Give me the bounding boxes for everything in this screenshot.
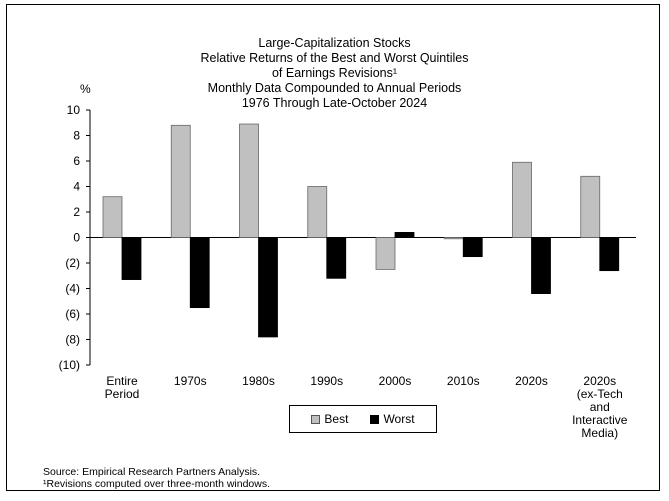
x-category-label: 1970s [174,374,207,388]
bar-worst [462,237,483,258]
x-category-label: 1980s [242,374,275,388]
y-tick-label: 4 [73,180,80,194]
bar-best [375,237,396,270]
bar-best [239,123,259,238]
legend: Best Worst [289,405,437,433]
bar-worst [326,237,347,279]
y-tick-label: 2 [73,205,80,219]
y-tick-label: 0 [73,231,80,245]
bar-worst [394,231,415,238]
x-category-label: 2020s [515,374,548,388]
legend-label-best: Best [324,412,349,426]
bar-best [307,186,328,238]
bar-best [443,237,464,240]
y-tick-label: 6 [73,154,80,168]
x-category-label: Media) [581,426,618,440]
bar-best [512,161,532,238]
footnote-revisions: ¹Revisions computed over three-month win… [43,478,271,490]
bar-worst [258,237,278,338]
title-line-2: Relative Returns of the Best and Worst Q… [200,51,469,65]
x-category-label: 1990s [310,374,343,388]
title-line-3: of Earnings Revisions¹ [271,66,398,80]
y-tick-label: (4) [65,282,80,296]
x-category-label: Entire [106,374,138,388]
x-category-label: Period [105,387,140,401]
y-tick-label: (6) [65,307,80,321]
y-tick-label: 10 [67,103,81,117]
bar-worst [189,237,210,309]
y-tick-label: (10) [59,358,80,372]
bar-best [102,196,123,238]
legend-swatch-worst [370,414,380,424]
x-category-label: 2000s [379,374,412,388]
legend-label-worst: Worst [383,412,415,426]
legend-swatch-best [311,414,321,424]
bar-best [580,175,601,238]
title-line-1: Large-Capitalization Stocks [258,36,411,50]
bar-best [170,124,191,238]
title-line-5: 1976 Through Late-October 2024 [241,96,428,110]
bar-worst [121,237,142,280]
chart-frame [6,4,660,491]
y-axis-unit-label: % [80,82,91,96]
x-category-label: Interactive [572,413,628,427]
y-tick-label: 8 [73,129,80,143]
x-category-label: 2020s [583,374,616,388]
title-line-4: Monthly Data Compounded to Annual Period… [207,81,462,95]
legend-entry-worst: Worst [370,412,415,426]
x-category-label: (ex-Tech [577,387,623,401]
footnote-source: Source: Empirical Research Partners Anal… [43,466,261,478]
bar-worst [599,237,620,272]
x-category-label: 2010s [447,374,480,388]
y-tick-label: (2) [65,256,80,270]
legend-entry-best: Best [311,412,348,426]
y-tick-label: (8) [65,333,80,347]
bar-worst [531,237,551,294]
x-category-label: and [590,400,610,414]
